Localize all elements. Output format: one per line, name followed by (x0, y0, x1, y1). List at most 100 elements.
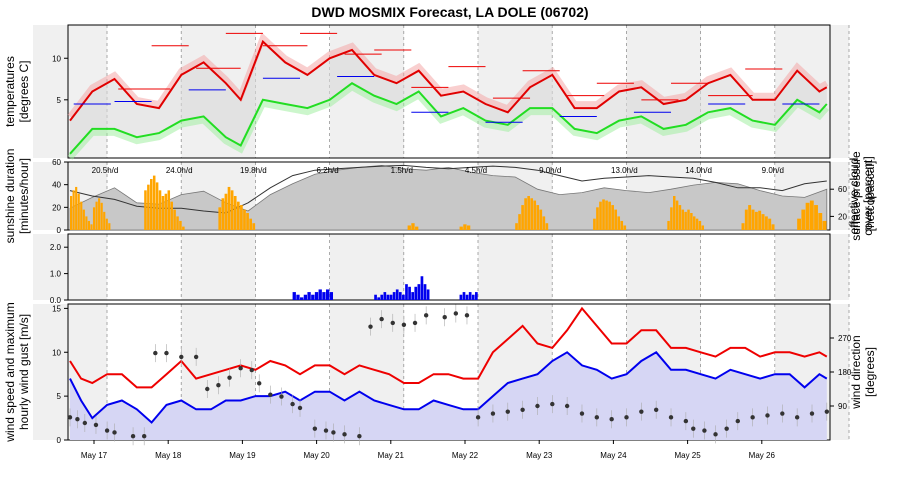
direction-point (794, 415, 800, 420)
sunshine-bar (72, 190, 75, 230)
sunshine-bar (75, 186, 78, 230)
direction-point (594, 415, 600, 420)
x-axis: May 17 May 18 May 19 May 20 May 21 May 22 May … (81, 440, 775, 460)
chart-title: DWD MOSMIX Forecast, LA DOLE (06702) (311, 4, 588, 20)
sunshine-bar (744, 209, 748, 230)
sunshine-bar (147, 184, 150, 230)
precip-tick: 2.0 (50, 243, 62, 252)
sunshine-bar (236, 201, 240, 230)
sunshine-bar (230, 190, 234, 230)
sunshine-bar (670, 207, 673, 230)
precip-bar (402, 294, 405, 300)
direction-point (357, 434, 362, 439)
sunshine-bar (95, 201, 98, 230)
sunshine-bar (695, 218, 699, 230)
direction-point (93, 422, 99, 428)
direction-point (750, 415, 755, 420)
precip-bar (311, 294, 315, 300)
day-shade (329, 234, 404, 300)
sunshine-bar (415, 226, 419, 230)
tmax-line (69, 39, 828, 122)
direction-point (713, 432, 718, 437)
x-tick-label: May 18 (155, 451, 182, 460)
precip-bar (465, 294, 469, 300)
precip-bar (408, 286, 411, 300)
precip-bar (468, 292, 472, 300)
sunshine-bar (814, 205, 818, 230)
x-tick-label: May 19 (229, 451, 256, 460)
direction-point (702, 428, 707, 433)
tmin-line (69, 82, 828, 155)
direction-point (297, 405, 303, 411)
precip-bar (471, 294, 475, 300)
sunshine-bar (105, 218, 108, 230)
sunshine-bar (77, 193, 80, 230)
direction-point (323, 428, 329, 433)
sunshine-bar (70, 196, 73, 230)
temperature-range-band (70, 41, 827, 154)
sunshine-bar (459, 226, 463, 230)
direction-point (724, 426, 729, 431)
sunshine-bar (701, 225, 705, 230)
direction-point (668, 415, 674, 420)
direction-point (67, 415, 73, 420)
sunshine-bar (150, 179, 153, 230)
sunshine-bar (240, 205, 243, 230)
cloud-axis-label: effective cloud (847, 158, 861, 235)
direction-point (505, 409, 510, 414)
wind-tick: 15 (52, 304, 61, 313)
direction-point (257, 381, 262, 386)
direction-point (639, 409, 644, 414)
direction-point (453, 311, 459, 316)
precip-bar (374, 294, 377, 300)
direction-point (216, 383, 221, 388)
sunshine-tick: 0 (57, 226, 62, 235)
sunshine-bar (761, 214, 765, 230)
sunshine-bar (667, 220, 670, 230)
precip-bar (377, 297, 381, 300)
sunshine-bar (545, 223, 549, 230)
sunshine-bar (182, 226, 185, 230)
wind-tick: 5 (57, 392, 62, 401)
direction-tick: 270 (838, 334, 852, 343)
sunshine-bar (158, 190, 162, 230)
pressure-line (69, 164, 827, 214)
x-tick-label: May 20 (303, 451, 330, 460)
direction-point (490, 411, 496, 416)
precip-bar (420, 276, 424, 300)
sunshine-bar (85, 216, 88, 230)
direction-point (75, 417, 80, 422)
direction-point (153, 350, 158, 356)
direction-point (691, 426, 696, 431)
sunshine-bar (536, 205, 540, 230)
x-tick-label: May 21 (378, 451, 405, 460)
pressure-axis-label: surface pressure (849, 151, 863, 241)
pressure-axis-label: [hetcopascal] (863, 161, 877, 232)
sunshine-bar (246, 213, 249, 230)
direction-point (423, 313, 429, 318)
sunshine-bar (623, 225, 627, 230)
direction-axis-label: wind direction (849, 335, 863, 409)
daily-sunshine-label: 9.0h/d (762, 166, 784, 175)
sunshine-bar (155, 182, 159, 230)
direction-point (624, 415, 629, 420)
precip-bar (426, 289, 430, 300)
direction-point (112, 430, 117, 435)
direction-point (520, 407, 525, 412)
temperature-tick: 10 (52, 54, 61, 63)
sunshine-bar (599, 201, 602, 230)
sunshine-bar (98, 198, 101, 230)
sunshine-bar (542, 216, 546, 230)
sunshine-bar (684, 211, 687, 230)
sunshine-bar (673, 196, 676, 230)
sunshine-bar (524, 198, 527, 230)
sunshine-bar (233, 196, 237, 230)
wind-axis-label: wind speed and maximum (3, 302, 17, 442)
precip-bar (383, 292, 387, 300)
sunshine-tick: 60 (52, 158, 61, 167)
sunshine-bar (620, 220, 624, 230)
direction-point (227, 375, 232, 380)
sunshine-tick: 20 (52, 203, 61, 212)
sunshine-bar (751, 209, 755, 230)
sunshine-bar (521, 205, 524, 230)
